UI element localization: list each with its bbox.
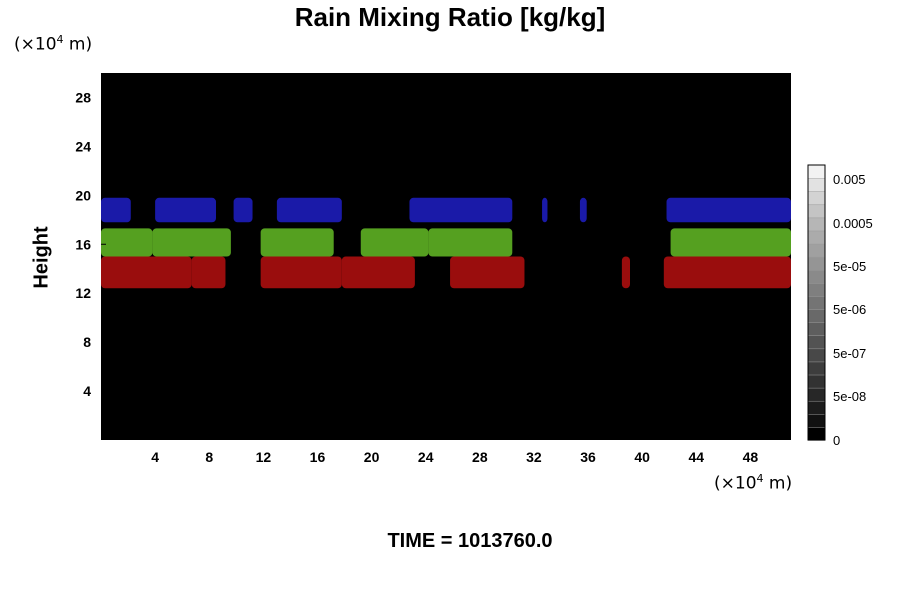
band-2-segment-4 [450,256,525,289]
colorbar-cell-7 [807,334,826,350]
colorbar-frame [807,164,826,441]
colorbar-label-1: 0.0005 [833,216,873,231]
y-tick-label-16: 16 [75,236,91,252]
x-tick-label-48: 48 [743,449,759,465]
colorbar-label-5: 5e-08 [833,389,866,404]
x-unit-suffix: m) [763,473,793,494]
colorbar-cell-18 [807,190,826,206]
y-tick-label-12: 12 [75,285,91,301]
x-tick-label-44: 44 [689,449,705,465]
colorbar-cell-10 [807,295,826,310]
y-unit-exponent: 4 [56,33,64,46]
band-0-segment-2 [233,197,253,223]
colorbar-cell-2 [807,400,826,415]
colorbar-cell-13 [807,256,826,271]
band-0-segment-4 [409,197,513,223]
x-unit-prefix: (×10 [714,473,757,494]
colorbar-cell-4 [807,374,826,389]
x-unit-exponent: 4 [756,472,764,485]
band-0-segment-5 [542,197,548,223]
band-0-segment-7 [666,197,791,223]
band-1-segment-3 [360,228,429,257]
colorbar-cell-8 [807,321,826,336]
band-0-segment-1 [155,197,216,223]
colorbar: 0.005 0.0005 5e-05 5e-06 5e-07 5e-08 0 [807,164,873,448]
x-tick-label-32: 32 [526,449,542,465]
band-2-segment-6 [663,256,791,289]
x-tick-label-24: 24 [418,449,434,465]
colorbar-cell-6 [807,348,826,363]
colorbar-cell-5 [807,361,826,376]
colorbar-label-2: 5e-05 [833,259,866,274]
y-unit-suffix: m) [63,34,93,55]
colorbar-label-6: 0 [833,433,840,448]
colorbar-cell-14 [807,243,826,258]
band-2-segment-1 [191,256,226,289]
band-2-segment-2 [260,256,342,289]
band-1-segment-4 [428,228,513,257]
x-tick-label-20: 20 [364,449,380,465]
y-unit-prefix: (×10 [14,34,57,55]
x-tick-label-16: 16 [310,449,326,465]
colorbar-cell-12 [807,269,826,284]
y-axis-unit: (×104 m) [14,33,92,55]
colorbar-cell-17 [807,204,826,219]
chart-title: Rain Mixing Ratio [kg/kg] [294,2,606,32]
colorbar-cell-19 [807,177,826,192]
band-2-segment-0 [101,256,192,289]
data-bands [101,197,791,289]
y-tick-label-24: 24 [75,138,91,154]
y-tick-label-28: 28 [75,89,91,105]
colorbar-cell-0 [807,426,826,441]
colorbar-label-0: 0.005 [833,172,866,187]
x-tick-label-36: 36 [580,449,596,465]
colorbar-cell-9 [807,308,826,323]
colorbar-cell-1 [807,413,826,428]
colorbar-label-4: 5e-07 [833,346,866,361]
x-tick-label-12: 12 [256,449,272,465]
x-axis-unit: (×104 m) [714,472,792,494]
colorbar-cell-11 [807,282,826,297]
band-2-segment-5 [621,256,630,289]
x-tick-label-8: 8 [205,449,213,465]
colorbar-cell-20 [807,164,826,179]
y-tick-label-8: 8 [83,334,91,350]
time-label: TIME = 1013760.0 [387,530,553,552]
band-1-segment-0 [101,228,153,257]
colorbar-label-3: 5e-06 [833,302,866,317]
band-1-segment-1 [152,228,231,257]
x-tick-label-28: 28 [472,449,488,465]
colorbar-cell-3 [807,387,826,402]
band-1-segment-5 [670,228,791,257]
band-0-segment-6 [579,197,587,223]
band-0-segment-0 [101,197,131,223]
x-tick-label-4: 4 [151,449,159,465]
band-0-segment-3 [276,197,342,223]
x-tick-label-40: 40 [634,449,650,465]
y-tick-label-4: 4 [83,383,91,399]
band-2-segment-3 [341,256,415,289]
band-1-segment-2 [260,228,334,257]
y-tick-label-20: 20 [75,187,91,203]
colorbar-cell-15 [807,230,826,245]
colorbar-cell-16 [807,217,826,232]
